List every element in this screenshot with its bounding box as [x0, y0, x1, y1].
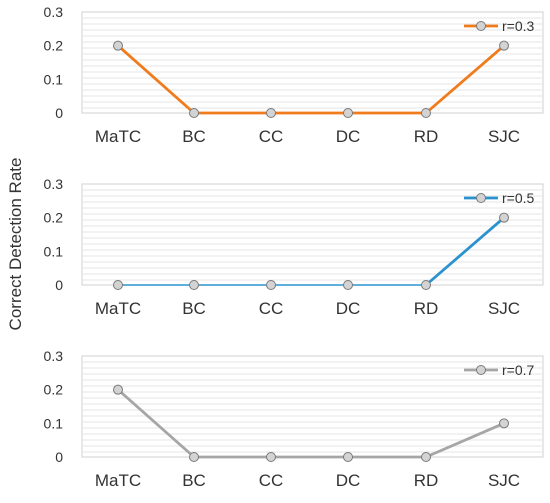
x-tick-label-dc: DC [336, 471, 361, 490]
series-line-segment [116, 388, 196, 459]
gridlines [82, 189, 543, 281]
legend: r=0.5 [464, 190, 535, 206]
x-tick-label-rd: RD [414, 299, 439, 318]
x-tick-label-bc: BC [182, 127, 206, 146]
data-point-cc [266, 108, 276, 118]
legend-marker [476, 193, 486, 203]
x-tick-label-rd: RD [414, 471, 439, 490]
legend-label: r=0.5 [502, 190, 535, 206]
legend-marker [476, 365, 486, 375]
x-tick-label-rd: RD [414, 127, 439, 146]
data-point-rd [421, 452, 431, 462]
data-point-matc [113, 384, 123, 395]
x-tick-label-cc: CC [259, 127, 284, 146]
legend-label: r=0.7 [502, 362, 535, 378]
x-tick-label-dc: DC [336, 127, 361, 146]
series-line-segment [424, 44, 506, 115]
legend: r=0.3 [464, 18, 535, 34]
legend-marker [476, 21, 486, 31]
y-tick-label: 0.2 [44, 38, 64, 54]
x-tick-label-dc: DC [336, 299, 361, 318]
chart-panel-r07: 0 0.1 0.2 0.3 MaTC BC CC DC RD SJC r=0.7 [44, 348, 544, 490]
series-line-segment [116, 44, 196, 115]
x-tick-label-matc: MaTC [95, 299, 141, 318]
data-point-bc [189, 280, 199, 290]
series-line-segment [424, 421, 506, 459]
series-line-segment [424, 216, 506, 287]
x-tick-label-sjc: SJC [488, 299, 520, 318]
data-point-dc [343, 280, 353, 290]
chart-panel-r05: 0 0.1 0.2 0.3 MaTC BC CC DC RD SJC r=0.5 [44, 176, 544, 318]
data-point-rd [421, 108, 431, 118]
y-tick-label: 0.3 [44, 348, 64, 364]
data-point-sjc [499, 40, 509, 51]
y-axis-label: Correct Detection Rate [6, 158, 25, 331]
data-point-sjc [499, 212, 509, 223]
x-tick-label-bc: BC [182, 471, 206, 490]
y-tick-label: 0 [55, 449, 63, 465]
y-tick-label: 0 [55, 277, 63, 293]
gridlines [82, 17, 543, 109]
data-point-cc [266, 280, 276, 290]
y-tick-label: 0.1 [44, 415, 64, 431]
x-tick-label-sjc: SJC [488, 127, 520, 146]
legend-label: r=0.3 [502, 18, 535, 34]
x-tick-label-sjc: SJC [488, 471, 520, 490]
data-point-bc [189, 452, 199, 462]
data-point-dc [343, 452, 353, 462]
data-point-matc [113, 40, 123, 51]
x-tick-label-cc: CC [259, 471, 284, 490]
chart-panel-r03: 0 0.1 0.2 0.3 MaTC BC CC DC RD SJC r=0.3 [44, 4, 544, 146]
data-point-sjc [499, 418, 509, 429]
data-point-dc [343, 108, 353, 118]
y-tick-label: 0.3 [44, 176, 64, 192]
y-tick-label: 0 [55, 105, 63, 121]
data-point-matc [113, 280, 123, 290]
y-tick-label: 0.1 [44, 71, 64, 87]
y-tick-label: 0.3 [44, 4, 64, 20]
data-point-cc [266, 452, 276, 462]
y-tick-label: 0.2 [44, 382, 64, 398]
legend: r=0.7 [464, 362, 535, 378]
gridlines [82, 361, 543, 453]
x-tick-label-bc: BC [182, 299, 206, 318]
x-tick-label-matc: MaTC [95, 127, 141, 146]
x-tick-label-cc: CC [259, 299, 284, 318]
y-tick-label: 0.1 [44, 243, 64, 259]
y-tick-label: 0.2 [44, 210, 64, 226]
data-point-rd [421, 280, 431, 290]
data-point-bc [189, 108, 199, 118]
x-tick-label-matc: MaTC [95, 471, 141, 490]
